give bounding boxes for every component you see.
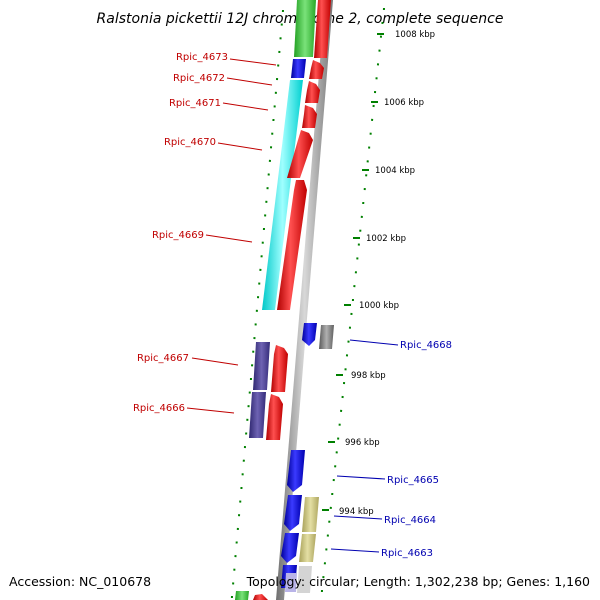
- feature-purple-1: [253, 342, 270, 390]
- feature-green-bottom: [235, 591, 249, 600]
- tick-rings: [230, 7, 385, 599]
- feature-blue-small: [291, 59, 306, 78]
- cds-rpic-4664[interactable]: [284, 495, 302, 531]
- cds-rpic-4671[interactable]: [305, 81, 320, 103]
- gene-label-rpic-4673[interactable]: Rpic_4673: [176, 52, 228, 63]
- tick-label-1008: 1008 kbp: [395, 30, 435, 40]
- left-gene-labels: Rpic_4673 Rpic_4672 Rpic_4671 Rpic_4670 …: [133, 52, 277, 414]
- gene-label-rpic-4667[interactable]: Rpic_4667: [137, 353, 189, 364]
- right-gene-labels: Rpic_4668 Rpic_4665 Rpic_4664 Rpic_4663: [330, 339, 452, 559]
- feature-gray: [319, 325, 334, 349]
- cds-rpic-4667[interactable]: [271, 345, 288, 392]
- cds-rpic-4666[interactable]: [266, 394, 283, 440]
- tick-label-1002: 1002 kbp: [366, 234, 406, 244]
- sequence-backbone: [276, 0, 333, 600]
- tick-label-1000: 1000 kbp: [359, 301, 399, 311]
- gene-label-rpic-4669[interactable]: Rpic_4669: [152, 230, 204, 241]
- feature-red-bottom: [253, 594, 268, 600]
- tick-label-994: 994 kbp: [339, 507, 374, 517]
- feature-green: [294, 0, 316, 57]
- position-ticks: 1008 kbp 1006 kbp 1004 kbp 1002 kbp 1000…: [322, 30, 435, 517]
- reverse-strand-features: [281, 323, 334, 593]
- leader-line: [191, 357, 239, 366]
- gene-label-rpic-4668[interactable]: Rpic_4668: [400, 340, 452, 351]
- gene-label-rpic-4672[interactable]: Rpic_4672: [173, 73, 225, 84]
- tick-label-996: 996 kbp: [345, 438, 380, 448]
- leader-line: [217, 142, 263, 151]
- cds-rpic-4668[interactable]: [302, 323, 317, 346]
- leader-line: [229, 58, 277, 66]
- cds-rpic-4665[interactable]: [287, 450, 305, 492]
- leader-line: [333, 515, 383, 520]
- tick-label-998: 998 kbp: [351, 371, 386, 381]
- leader-line: [222, 102, 269, 111]
- leader-line: [205, 234, 253, 243]
- gene-label-rpic-4671[interactable]: Rpic_4671: [169, 98, 221, 109]
- gene-label-rpic-4663[interactable]: Rpic_4663: [381, 548, 433, 559]
- topology-summary: Topology: circular; Length: 1,302,238 bp…: [246, 574, 590, 589]
- gene-label-rpic-4665[interactable]: Rpic_4665: [387, 475, 439, 486]
- gene-label-rpic-4664[interactable]: Rpic_4664: [384, 515, 436, 526]
- feature-khaki-2: [299, 534, 316, 562]
- gene-label-rpic-4670[interactable]: Rpic_4670: [164, 137, 216, 148]
- cds-rpic-4669[interactable]: [277, 180, 307, 310]
- feature-light-gray: [297, 566, 312, 593]
- forward-strand-features: [235, 0, 331, 600]
- feature-cyan: [262, 80, 303, 310]
- cds-rpic-4663[interactable]: [281, 533, 299, 563]
- leader-line: [349, 339, 399, 346]
- feature-purple-2: [249, 392, 266, 438]
- cds-rpic-4669-a[interactable]: [287, 130, 313, 178]
- gene-label-rpic-4666[interactable]: Rpic_4666: [133, 403, 185, 414]
- feature-red-top: [314, 0, 331, 58]
- leader-line: [330, 548, 380, 553]
- leader-line: [336, 475, 386, 480]
- leader-line: [226, 77, 273, 86]
- feature-khaki-1: [302, 497, 319, 532]
- leader-line: [186, 407, 235, 414]
- cds-rpic-4672[interactable]: [309, 60, 324, 79]
- cds-rpic-4670[interactable]: [302, 105, 317, 128]
- accession-text: Accession: NC_010678: [9, 574, 151, 589]
- feature-lavender: [285, 573, 297, 592]
- tick-label-1006: 1006 kbp: [384, 98, 424, 108]
- tick-label-1004: 1004 kbp: [375, 166, 415, 176]
